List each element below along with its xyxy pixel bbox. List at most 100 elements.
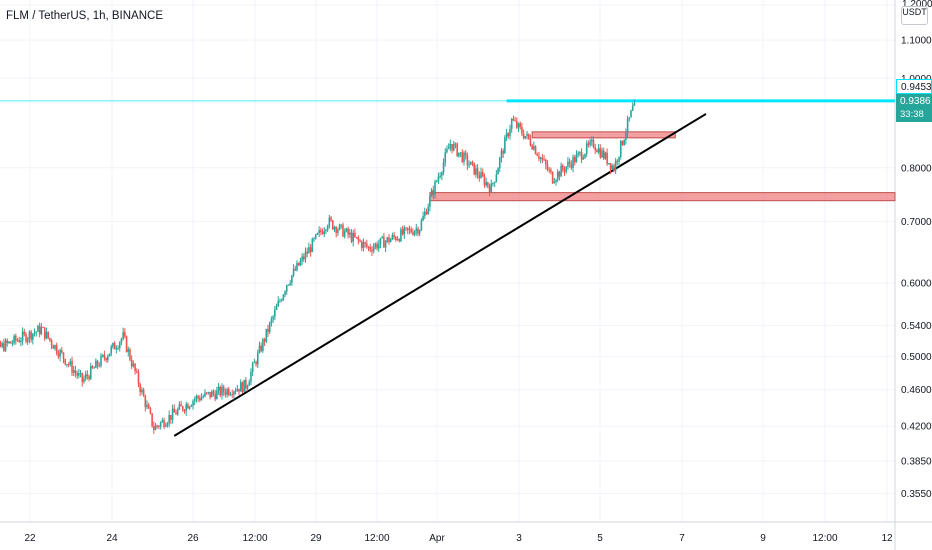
candle-body[interactable]	[243, 379, 245, 393]
candle-body[interactable]	[306, 251, 308, 254]
candle-body[interactable]	[21, 331, 24, 341]
candle-body[interactable]	[377, 244, 380, 249]
candle-body[interactable]	[602, 150, 605, 159]
candle-body[interactable]	[321, 231, 324, 234]
candle-body[interactable]	[568, 161, 571, 164]
candle-body[interactable]	[500, 150, 503, 158]
candle-body[interactable]	[422, 216, 424, 221]
candle-body[interactable]	[354, 232, 356, 237]
candle-body[interactable]	[0, 342, 2, 347]
candle-body[interactable]	[417, 228, 419, 234]
candle-body[interactable]	[43, 327, 46, 339]
candle-body[interactable]	[96, 360, 99, 366]
candle-body[interactable]	[509, 129, 511, 137]
candle-body[interactable]	[275, 306, 278, 310]
candle-body[interactable]	[204, 392, 206, 397]
candle-body[interactable]	[205, 392, 208, 394]
candle-body[interactable]	[270, 319, 273, 323]
candle-body[interactable]	[608, 163, 610, 164]
resistance-zone-1[interactable]	[531, 131, 676, 139]
candle-body[interactable]	[18, 340, 20, 343]
candle-body[interactable]	[631, 105, 634, 111]
candle-body[interactable]	[233, 391, 235, 395]
candle-body[interactable]	[61, 350, 63, 353]
candle-body[interactable]	[221, 386, 223, 396]
candle-body[interactable]	[258, 345, 261, 353]
candle-body[interactable]	[127, 349, 130, 352]
candle-body[interactable]	[343, 231, 346, 237]
candle-body[interactable]	[550, 169, 552, 172]
candle-body[interactable]	[340, 224, 343, 226]
candle-body[interactable]	[328, 217, 331, 226]
candle-body[interactable]	[248, 381, 251, 386]
candle-body[interactable]	[294, 268, 297, 271]
candle-body[interactable]	[510, 118, 513, 130]
candle-body[interactable]	[229, 394, 232, 396]
candle-body[interactable]	[302, 256, 305, 260]
candle-body[interactable]	[40, 327, 43, 335]
candle-body[interactable]	[487, 182, 489, 187]
candle-body[interactable]	[527, 133, 530, 139]
candle-body[interactable]	[66, 363, 68, 365]
candle-body[interactable]	[263, 339, 266, 342]
candle-body[interactable]	[159, 422, 162, 427]
candle-body[interactable]	[374, 243, 377, 248]
candle-body[interactable]	[268, 322, 271, 333]
candle-body[interactable]	[398, 239, 401, 242]
candle-body[interactable]	[389, 239, 392, 243]
candle-body[interactable]	[418, 230, 421, 234]
candle-body[interactable]	[256, 352, 259, 365]
candle-body[interactable]	[452, 143, 455, 151]
candle-body[interactable]	[463, 152, 465, 163]
candle-body[interactable]	[360, 241, 363, 248]
candle-body[interactable]	[135, 371, 138, 373]
candle-body[interactable]	[352, 232, 355, 242]
candle-body[interactable]	[234, 391, 237, 392]
candle-body[interactable]	[476, 168, 479, 176]
candle-body[interactable]	[35, 331, 38, 333]
candle-body[interactable]	[546, 164, 549, 170]
candle-body[interactable]	[464, 152, 467, 156]
candle-body[interactable]	[224, 392, 227, 395]
candle-body[interactable]	[144, 396, 147, 408]
candle-body[interactable]	[325, 229, 327, 231]
candle-body[interactable]	[93, 367, 95, 369]
candle-body[interactable]	[412, 232, 414, 235]
candle-body[interactable]	[236, 388, 239, 392]
candle-body[interactable]	[505, 133, 508, 138]
candle-body[interactable]	[621, 140, 624, 145]
candle-body[interactable]	[170, 414, 172, 420]
candle-body[interactable]	[381, 236, 383, 238]
candle-body[interactable]	[255, 362, 257, 365]
candle-body[interactable]	[78, 373, 80, 376]
candle-body[interactable]	[555, 179, 557, 182]
candle-body[interactable]	[614, 160, 617, 171]
candle-body[interactable]	[231, 394, 234, 396]
candle-body[interactable]	[23, 331, 26, 334]
candle-body[interactable]	[512, 118, 515, 121]
candle-body[interactable]	[125, 336, 128, 352]
candle-body[interactable]	[214, 393, 216, 400]
candle-body[interactable]	[521, 126, 523, 134]
candle-body[interactable]	[279, 300, 281, 302]
candle-body[interactable]	[470, 161, 472, 165]
candle-body[interactable]	[149, 408, 152, 414]
candle-body[interactable]	[597, 148, 600, 153]
candle-body[interactable]	[130, 359, 133, 367]
candle-body[interactable]	[442, 162, 445, 173]
candle-body[interactable]	[89, 366, 92, 380]
candle-body[interactable]	[573, 157, 576, 163]
candle-body[interactable]	[137, 371, 140, 385]
price-axis[interactable]: 1.20001.10001.00000.80000.70000.60000.54…	[901, 0, 932, 500]
candle-body[interactable]	[112, 343, 114, 347]
candle-body[interactable]	[309, 247, 312, 252]
candle-body[interactable]	[604, 152, 607, 159]
candle-body[interactable]	[168, 414, 170, 424]
candle-body[interactable]	[395, 237, 397, 241]
candle-body[interactable]	[42, 327, 44, 329]
candle-body[interactable]	[562, 165, 564, 170]
candle-body[interactable]	[543, 159, 545, 161]
candle-body[interactable]	[142, 389, 145, 397]
candle-body[interactable]	[6, 340, 9, 343]
